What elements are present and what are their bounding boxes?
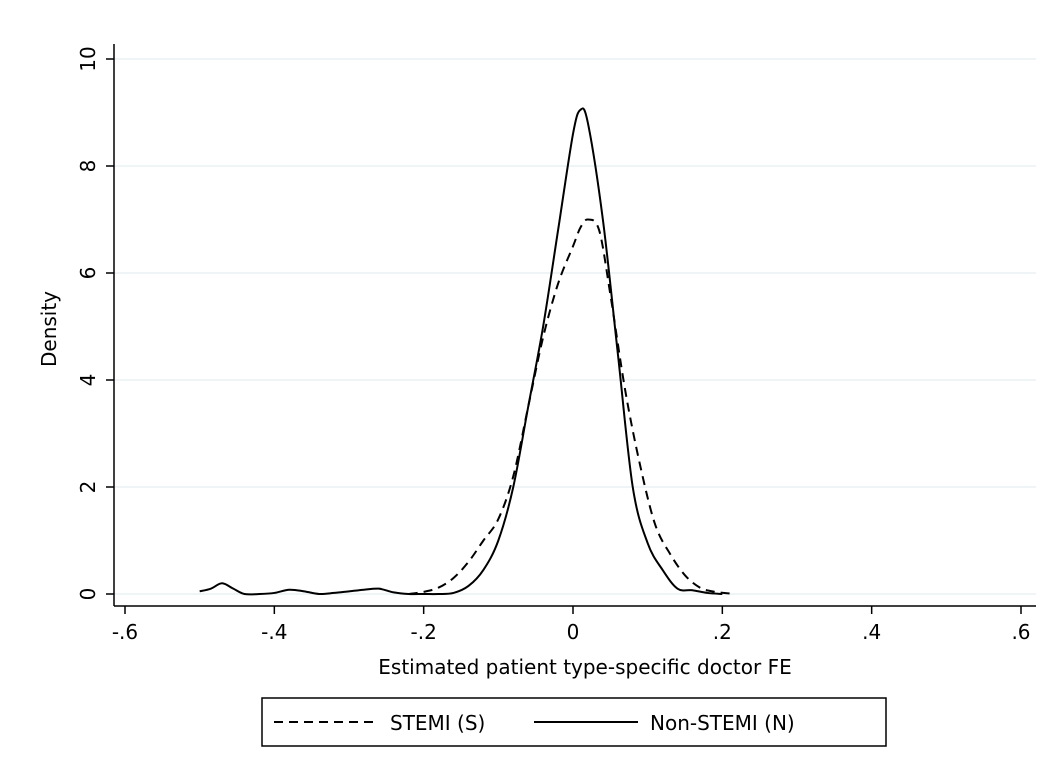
series-line-stemi (408, 218, 730, 595)
y-tick-label: 8 (76, 160, 100, 173)
y-tick-label: 10 (76, 46, 100, 71)
axes (113, 44, 1036, 607)
y-tick-label: 6 (76, 267, 100, 280)
ticks: 0 2 4 6 8 10 -.6 -.4 -.2 0 .2 .4 .6 (76, 46, 1031, 644)
legend: STEMI (S) Non-STEMI (N) (261, 697, 887, 747)
y-axis-title: Density (37, 291, 61, 367)
x-axis-title: Estimated patient type-specific doctor F… (378, 655, 791, 679)
legend-label-stemi: STEMI (S) (390, 711, 485, 735)
y-tick-label: 4 (76, 374, 100, 387)
x-tick-label: -.4 (261, 620, 287, 644)
legend-label-non-stemi: Non-STEMI (N) (650, 711, 795, 735)
y-tick-label: 2 (76, 481, 100, 494)
x-tick-label: .2 (713, 620, 732, 644)
series-line-non-stemi (199, 107, 723, 596)
x-tick-label: .6 (1011, 620, 1030, 644)
x-tick-label: -.2 (411, 620, 437, 644)
series-lines (199, 107, 730, 596)
gridlines (114, 58, 1036, 595)
x-tick-label: 0 (567, 620, 580, 644)
x-tick-label: .4 (862, 620, 881, 644)
x-tick-label: -.6 (112, 620, 138, 644)
y-tick-label: 0 (76, 588, 100, 601)
